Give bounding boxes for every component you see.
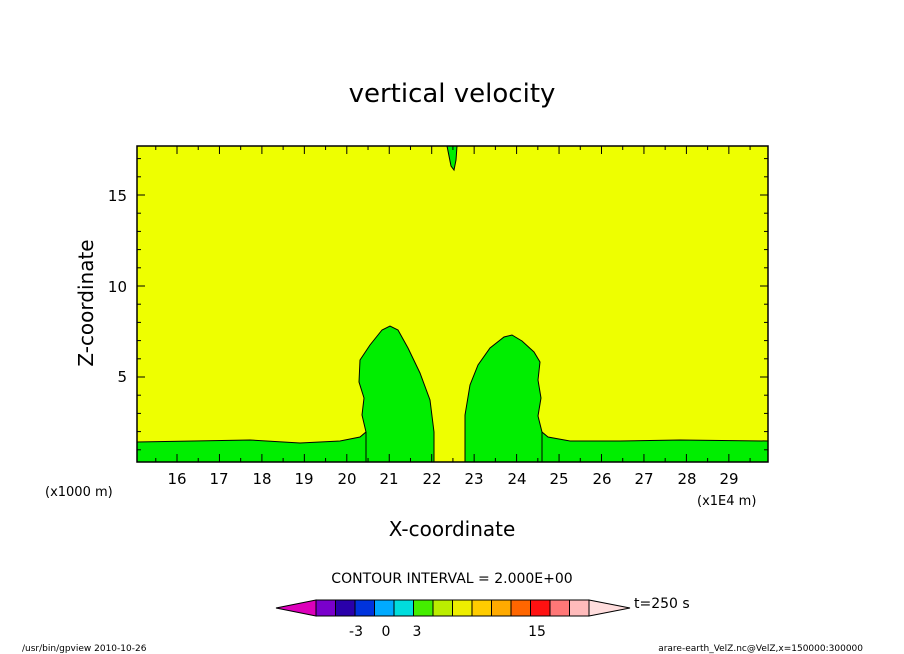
x-tick-label: 23 <box>464 470 483 488</box>
x-tick-label: 21 <box>379 470 398 488</box>
background-field <box>137 146 768 462</box>
x-tick-label: 29 <box>719 470 738 488</box>
chart-title: vertical velocity <box>349 79 556 109</box>
y-tick-label: 15 <box>108 187 127 205</box>
colorbar-segment <box>569 599 590 617</box>
x-unit-label: (x1000 m) <box>45 485 113 500</box>
x-tick-label: 27 <box>634 470 653 488</box>
colorbar-labels: -3 0 3 15 <box>349 624 546 640</box>
colorbar-label: 15 <box>528 624 546 640</box>
colorbar-segment <box>335 599 356 617</box>
colorbar-segment <box>452 599 473 617</box>
colorbar-label: -3 <box>349 624 363 640</box>
x-tick-label: 17 <box>209 470 228 488</box>
colorbar-segment <box>491 599 512 617</box>
colorbar-label: 0 <box>382 624 391 640</box>
colorbar-segment <box>530 599 551 617</box>
x-tick-label: 18 <box>252 470 271 488</box>
colorbar-segment <box>432 599 453 617</box>
colorbar-segment <box>374 599 395 617</box>
time-label: t=250 s <box>634 596 690 612</box>
x-tick-label: 25 <box>549 470 568 488</box>
updraft-plume-right <box>464 334 543 463</box>
x-tick-label: 19 <box>294 470 313 488</box>
colorbar-segment <box>549 599 570 617</box>
contour-interval-label: CONTOUR INTERVAL = 2.000E+00 <box>331 571 572 587</box>
x-tick-label: 24 <box>507 470 526 488</box>
colorbar-arrow-right <box>588 599 631 617</box>
plot-area <box>136 145 769 463</box>
y-tick-label: 10 <box>108 278 127 296</box>
colorbar-segment <box>393 599 414 617</box>
colorbar-segment <box>510 599 531 617</box>
x-tick-label: 20 <box>337 470 356 488</box>
footer-left: /usr/bin/gpview 2010-10-26 <box>22 644 147 654</box>
colorbar-segment <box>354 599 375 617</box>
colorbar-segment <box>315 599 336 617</box>
colorbar <box>275 599 631 617</box>
x-scale-label: (x1E4 m) <box>697 494 756 509</box>
footer-right: arare-earth_VelZ.nc@VelZ,x=150000:300000 <box>658 644 863 654</box>
colorbar-label: 3 <box>413 624 422 640</box>
x-tick-label: 26 <box>592 470 611 488</box>
colorbar-segment <box>471 599 492 617</box>
x-axis-label: X-coordinate <box>389 517 516 541</box>
x-tick-label: 22 <box>422 470 441 488</box>
x-tick-label: 16 <box>167 470 186 488</box>
colorbar-segment <box>413 599 434 617</box>
colorbar-arrow-left <box>275 599 317 617</box>
updraft-plume-left <box>358 325 435 463</box>
axis-ticks <box>137 146 768 462</box>
y-tick-labels: 5 10 15 <box>108 187 127 386</box>
y-axis-label: Z-coordinate <box>74 239 98 366</box>
y-tick-label: 5 <box>117 368 127 386</box>
x-tick-labels: 16 17 18 19 20 21 22 23 24 25 26 27 28 2… <box>167 470 738 488</box>
x-tick-label: 28 <box>677 470 696 488</box>
